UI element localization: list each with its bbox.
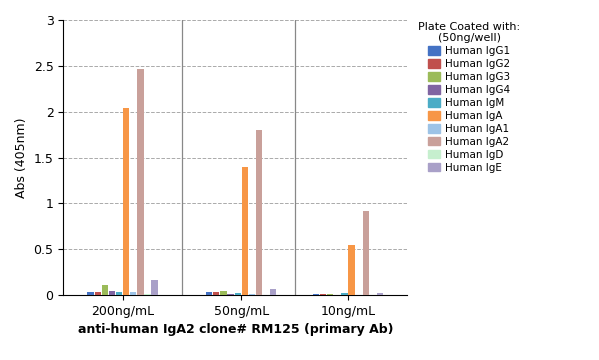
Bar (213, 292, 219, 295)
Bar (116, 292, 122, 295)
Bar (377, 293, 383, 295)
Bar (220, 291, 226, 295)
Bar (95, 292, 101, 295)
Bar (235, 293, 241, 295)
Bar (87, 292, 93, 295)
X-axis label: anti-human IgA2 clone# RM125 (primary Ab): anti-human IgA2 clone# RM125 (primary Ab… (77, 324, 393, 337)
Bar (341, 293, 347, 295)
Bar (228, 294, 234, 295)
Bar (206, 292, 212, 295)
Legend: Human IgG1, Human IgG2, Human IgG3, Human IgG4, Human IgM, Human IgA, Human IgA1: Human IgG1, Human IgG2, Human IgG3, Huma… (416, 20, 522, 175)
Bar (241, 167, 248, 295)
Bar (152, 280, 158, 295)
Bar (320, 294, 326, 295)
Bar (130, 292, 137, 295)
Bar (102, 285, 108, 295)
Bar (270, 289, 276, 295)
Bar (256, 130, 262, 295)
Bar (123, 108, 129, 295)
Bar (313, 294, 319, 295)
Bar (137, 69, 144, 295)
Bar (327, 294, 333, 295)
Bar (349, 245, 355, 295)
Bar (249, 294, 255, 295)
Bar (144, 294, 150, 295)
Bar (109, 291, 115, 295)
Bar (362, 211, 369, 295)
Y-axis label: Abs (405nm): Abs (405nm) (15, 117, 28, 198)
